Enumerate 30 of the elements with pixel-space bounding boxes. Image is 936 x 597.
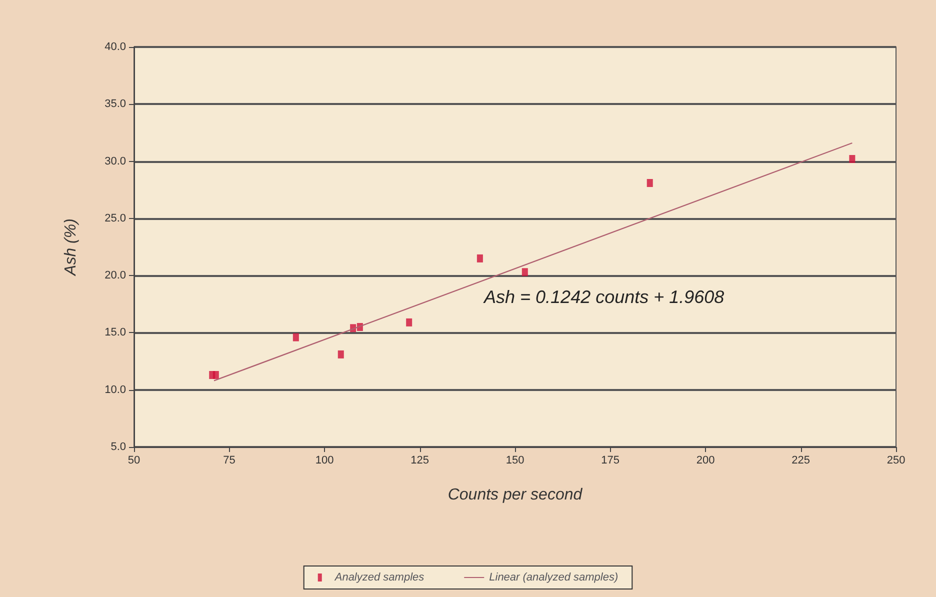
point bbox=[522, 268, 528, 276]
x-tick-label: 75 bbox=[223, 454, 236, 466]
y-tick-label: 25.0 bbox=[104, 212, 126, 224]
y-tick-label: 35.0 bbox=[104, 98, 126, 110]
legend-label: Analyzed samples bbox=[334, 572, 425, 584]
point bbox=[476, 254, 483, 262]
x-tick-label: 250 bbox=[886, 454, 906, 466]
y-tick-label: 20.0 bbox=[104, 270, 126, 282]
point bbox=[292, 333, 299, 342]
x-tick-label: 125 bbox=[410, 454, 429, 466]
point bbox=[212, 371, 219, 379]
annotation: Ash = 0.1242 counts + 1.9608 bbox=[483, 287, 724, 307]
y-tick-label: 30.0 bbox=[104, 155, 126, 168]
x-tick-label: 50 bbox=[128, 454, 140, 466]
point bbox=[338, 350, 344, 358]
x-tick-label: 100 bbox=[315, 454, 334, 466]
x-tick-label: 225 bbox=[792, 454, 810, 466]
x-tick-label: 200 bbox=[696, 454, 715, 466]
legend-label: Linear (analyzed samples) bbox=[489, 572, 618, 584]
point bbox=[646, 179, 653, 187]
x-tick-label: 175 bbox=[601, 454, 620, 466]
y-tick-label: 10.0 bbox=[104, 384, 126, 396]
point bbox=[406, 318, 412, 326]
x-axis-title: Counts per second bbox=[448, 486, 584, 504]
y-tick-label: 5.0 bbox=[110, 441, 126, 453]
x-tick-label: 150 bbox=[506, 454, 524, 466]
y-tick-label: 15.0 bbox=[104, 326, 126, 339]
y-axis-title: Ash (%) bbox=[62, 218, 80, 276]
point bbox=[849, 155, 856, 163]
y-tick-label: 40.0 bbox=[104, 41, 126, 53]
